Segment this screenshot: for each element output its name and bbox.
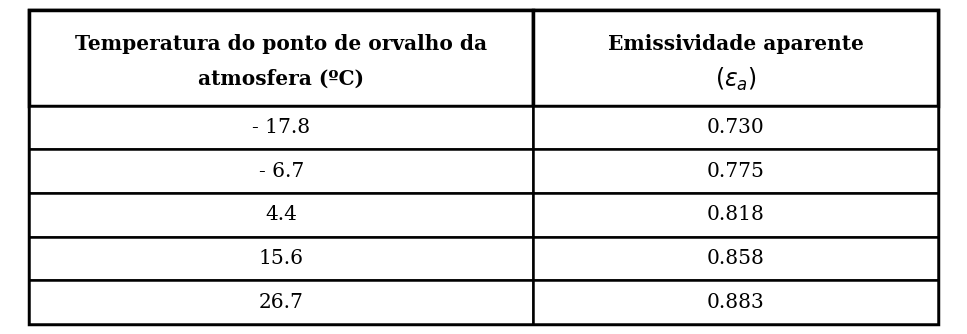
- Text: 0.775: 0.775: [707, 162, 765, 181]
- Text: 0.858: 0.858: [707, 249, 765, 268]
- Text: 4.4: 4.4: [265, 205, 297, 224]
- Bar: [29, 237, 534, 280]
- Bar: [29, 280, 534, 324]
- Text: - 6.7: - 6.7: [258, 162, 304, 181]
- Bar: [29, 193, 534, 237]
- Bar: [29, 10, 534, 106]
- Bar: [534, 106, 938, 149]
- Bar: [534, 10, 938, 106]
- Text: 26.7: 26.7: [259, 293, 304, 312]
- Text: 0.883: 0.883: [707, 293, 765, 312]
- Text: Emissividade aparente: Emissividade aparente: [608, 34, 864, 54]
- Text: atmosfera (ºC): atmosfera (ºC): [198, 69, 365, 89]
- Bar: [534, 149, 938, 193]
- Text: 0.818: 0.818: [707, 205, 765, 224]
- Bar: [29, 149, 534, 193]
- Text: $(\varepsilon_a)$: $(\varepsilon_a)$: [715, 65, 757, 93]
- Bar: [534, 193, 938, 237]
- Bar: [534, 237, 938, 280]
- Text: 0.730: 0.730: [707, 118, 765, 137]
- Text: 15.6: 15.6: [259, 249, 304, 268]
- Text: Temperatura do ponto de orvalho da: Temperatura do ponto de orvalho da: [75, 34, 487, 54]
- Bar: [29, 106, 534, 149]
- Bar: [534, 280, 938, 324]
- Text: - 17.8: - 17.8: [252, 118, 310, 137]
